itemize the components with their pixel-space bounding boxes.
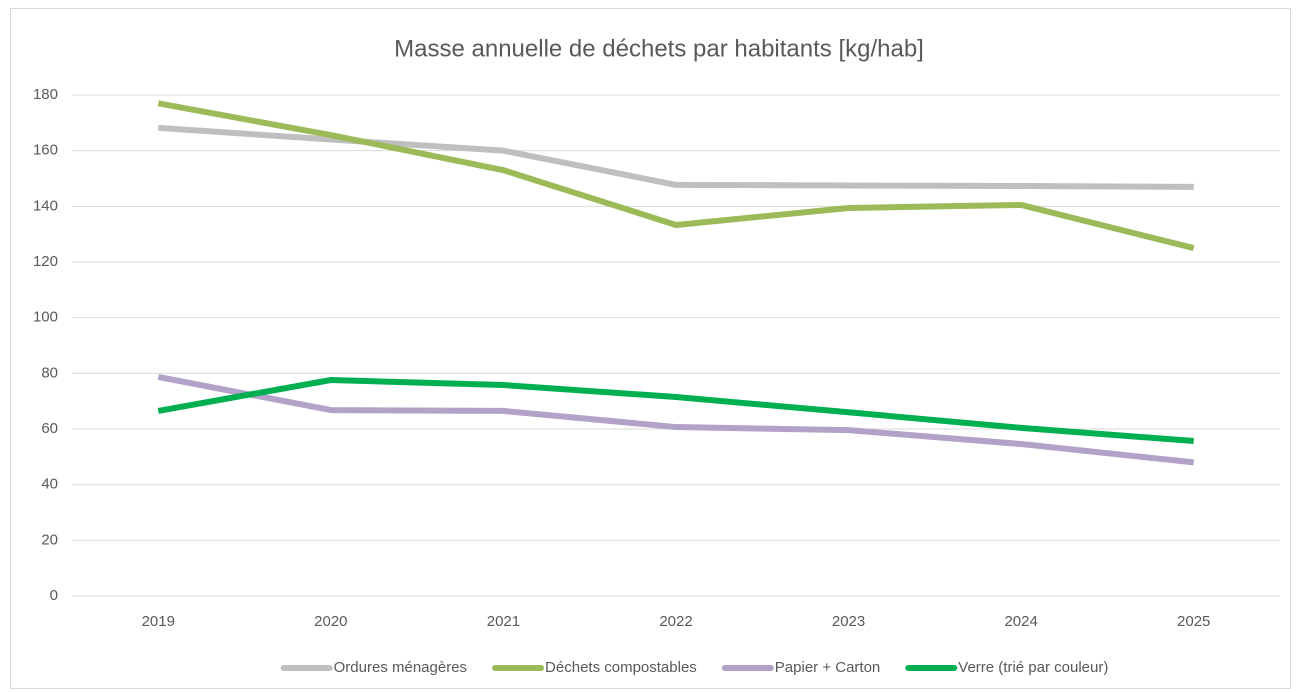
y-tick-label: 180 bbox=[33, 86, 58, 103]
chart-title: Masse annuelle de déchets par habitants … bbox=[394, 35, 924, 62]
y-tick-label: 20 bbox=[41, 531, 58, 548]
legend-label: Papier + Carton bbox=[775, 659, 880, 676]
x-tick-label: 2021 bbox=[487, 613, 520, 630]
x-tick-label: 2020 bbox=[314, 613, 347, 630]
y-tick-label: 120 bbox=[33, 253, 58, 270]
y-tick-label: 160 bbox=[33, 142, 58, 159]
line-series bbox=[157, 100, 1195, 251]
y-tick-label: 100 bbox=[33, 309, 58, 326]
legend-label: Verre (trié par couleur) bbox=[958, 659, 1108, 676]
y-tick-label: 40 bbox=[41, 476, 58, 493]
x-tick-label: 2019 bbox=[142, 613, 175, 630]
legend-label: Déchets compostables bbox=[545, 659, 697, 676]
line-series bbox=[157, 374, 1195, 466]
y-tick-label: 0 bbox=[50, 587, 58, 604]
x-tick-label: 2024 bbox=[1004, 613, 1037, 630]
x-tick-label: 2023 bbox=[832, 613, 865, 630]
x-tick-label: 2025 bbox=[1177, 613, 1210, 630]
y-tick-label: 60 bbox=[41, 420, 58, 437]
legend-label: Ordures ménagères bbox=[334, 659, 467, 676]
chart-border bbox=[10, 8, 1291, 689]
x-tick-label: 2022 bbox=[659, 613, 692, 630]
line-series bbox=[158, 124, 1194, 190]
y-tick-label: 140 bbox=[33, 197, 58, 214]
y-tick-label: 80 bbox=[41, 364, 58, 381]
line-series bbox=[157, 377, 1194, 444]
